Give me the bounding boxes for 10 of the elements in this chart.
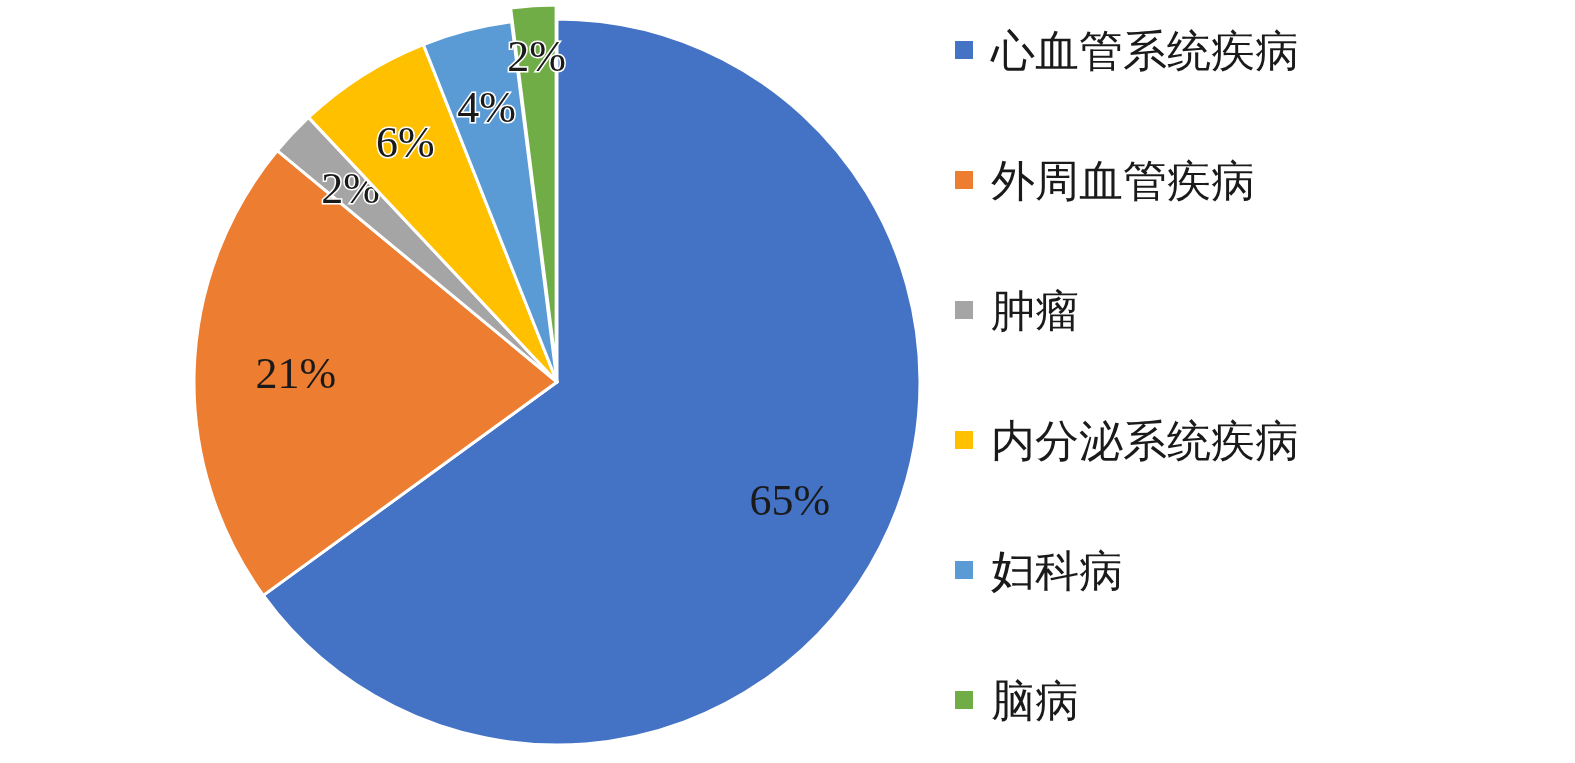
legend-label: 肿瘤 xyxy=(991,284,1079,336)
data-label: 6% xyxy=(375,118,435,168)
legend-label: 内分泌系统疾病 xyxy=(991,414,1299,466)
legend-label: 妇科病 xyxy=(991,544,1123,596)
data-label: 4% xyxy=(457,83,516,133)
legend-label: 脑病 xyxy=(991,674,1079,726)
data-label: 65% xyxy=(749,476,831,526)
data-label: 21% xyxy=(255,349,337,399)
legend-label: 心血管系统疾病 xyxy=(990,24,1299,76)
legend-label: 外周血管疾病 xyxy=(991,154,1255,206)
